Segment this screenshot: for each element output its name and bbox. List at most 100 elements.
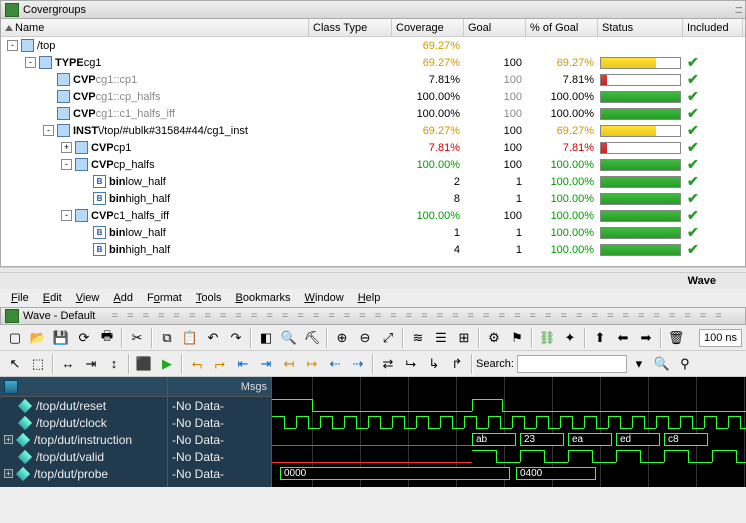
select-icon[interactable]: ⬚ <box>27 353 49 375</box>
menu-bookmarks[interactable]: Bookmarks <box>231 291 296 305</box>
tree-toggle-icon[interactable]: - <box>61 159 72 170</box>
misc2-icon[interactable]: ↳ <box>423 353 445 375</box>
signal-msg: -No Data- <box>168 431 271 448</box>
menu-help[interactable]: Help <box>353 291 386 305</box>
search-dropdown-icon[interactable]: ▾ <box>628 353 650 375</box>
covergroup-row[interactable]: CVP cg1::c1_halfs_iff100.00%100100.00%✔ <box>1 105 745 122</box>
tree-toggle-icon[interactable]: - <box>61 210 72 221</box>
header-box-icon[interactable] <box>4 380 18 394</box>
copy-icon[interactable]: ⧉ <box>156 327 178 349</box>
covergroup-row[interactable]: Bbin low_half21100.00%✔ <box>1 173 745 190</box>
covergroup-row[interactable]: -TYPE cg169.27%10069.27%✔ <box>1 54 745 71</box>
signal-row[interactable]: /top/dut/reset <box>0 397 167 414</box>
back-icon[interactable]: ⬅ <box>612 327 634 349</box>
paste-icon[interactable]: 📋 <box>179 327 201 349</box>
step-fwd-icon[interactable]: ↦ <box>301 353 323 375</box>
misc3-icon[interactable]: ↱ <box>446 353 468 375</box>
pointer-icon[interactable]: ↖ <box>4 353 26 375</box>
new-icon[interactable]: ▢ <box>4 327 26 349</box>
covergroup-row[interactable]: Bbin low_half11100.00%✔ <box>1 224 745 241</box>
signal-expand-icon[interactable]: + <box>4 469 13 478</box>
signal-diamond-icon <box>18 415 32 429</box>
tool2-icon[interactable]: ⚙ <box>483 327 505 349</box>
tool-icon[interactable]: ⛏ <box>301 327 323 349</box>
misc1-icon[interactable]: ⇄ <box>377 353 399 375</box>
zoom-in-icon[interactable]: ⊕ <box>331 327 353 349</box>
tree-toggle-icon[interactable]: - <box>25 57 36 68</box>
menu-file[interactable]: File <box>6 291 34 305</box>
menu-format[interactable]: Format <box>142 291 187 305</box>
stop-icon[interactable]: ⬛ <box>133 353 155 375</box>
signal-diamond-icon <box>16 466 30 480</box>
menu-view[interactable]: View <box>71 291 105 305</box>
covergroup-row[interactable]: Bbin high_half41100.00%✔ <box>1 241 745 258</box>
edge-prev-icon[interactable]: ⮢ <box>186 353 208 375</box>
wave-canvas[interactable]: ab23eaedc800000400 <box>272 377 746 487</box>
grip-icon[interactable]: :::::: <box>735 4 741 16</box>
covergroup-row[interactable]: -/top69.27% <box>1 37 745 54</box>
menu-tools[interactable]: Tools <box>191 291 227 305</box>
go-icon[interactable]: ▶ <box>156 353 178 375</box>
zoom-full-icon[interactable]: ⤢ <box>377 327 399 349</box>
next-edge-icon[interactable]: ⮡ <box>400 353 422 375</box>
open-icon[interactable]: 📂 <box>27 327 49 349</box>
add-icon[interactable]: ◧ <box>255 327 277 349</box>
cursor-icon[interactable]: ✦ <box>559 327 581 349</box>
jump-back-icon[interactable]: ⇠ <box>324 353 346 375</box>
layers-icon[interactable]: ≋ <box>407 327 429 349</box>
covergroup-row[interactable]: -CVP cp_halfs100.00%100100.00%✔ <box>1 156 745 173</box>
jump-fwd-icon[interactable]: ⇢ <box>347 353 369 375</box>
col-header-name[interactable]: Name <box>1 19 309 36</box>
covergroup-row[interactable]: -INST \/top/#ublk#31584#44/cg1_inst69.27… <box>1 122 745 139</box>
menu-add[interactable]: Add <box>108 291 138 305</box>
trash-icon[interactable]: 🗑 <box>665 327 687 349</box>
stack-icon[interactable]: ☰ <box>430 327 452 349</box>
covergroup-row[interactable]: CVP cg1::cp17.81%1007.81%✔ <box>1 71 745 88</box>
save-icon[interactable]: 💾 <box>50 327 72 349</box>
grid-icon[interactable]: ⊞ <box>453 327 475 349</box>
search-opts-icon[interactable]: ⚲ <box>674 353 696 375</box>
search-input[interactable] <box>517 355 627 373</box>
step-back-icon[interactable]: ↤ <box>278 353 300 375</box>
covergroup-row[interactable]: Bbin high_half81100.00%✔ <box>1 190 745 207</box>
col-header-coverage[interactable]: Coverage <box>392 19 464 36</box>
covergroup-row[interactable]: +CVP cp17.81%1007.81%✔ <box>1 139 745 156</box>
find-icon[interactable]: 🔍 <box>278 327 300 349</box>
covergroup-row[interactable]: CVP cg1::cp_halfs100.00%100100.00%✔ <box>1 88 745 105</box>
undo-icon[interactable]: ↶ <box>202 327 224 349</box>
edge-next-icon[interactable]: ⮣ <box>209 353 231 375</box>
signal-row[interactable]: /top/dut/valid <box>0 448 167 465</box>
menu-edit[interactable]: Edit <box>38 291 67 305</box>
col-header-pct[interactable]: % of Goal <box>526 19 598 36</box>
col-header-included[interactable]: Included <box>683 19 743 36</box>
goto-start-icon[interactable]: ⇤ <box>232 353 254 375</box>
redo-icon[interactable]: ↷ <box>225 327 247 349</box>
col-header-class[interactable]: Class Type <box>309 19 392 36</box>
signal-expand-icon[interactable]: + <box>4 435 13 444</box>
menu-window[interactable]: Window <box>300 291 349 305</box>
zoom-out-icon[interactable]: ⊖ <box>354 327 376 349</box>
tree-toggle-icon[interactable]: + <box>61 142 72 153</box>
col-header-status[interactable]: Status <box>598 19 683 36</box>
covergroup-row[interactable]: -CVP c1_halfs_iff100.00%100100.00%✔ <box>1 207 745 224</box>
goto-end-icon[interactable]: ⇥ <box>255 353 277 375</box>
expand-v-icon[interactable]: ↕ <box>103 353 125 375</box>
col-header-goal[interactable]: Goal <box>464 19 526 36</box>
search-go-icon[interactable]: 🔍 <box>651 353 673 375</box>
up-icon[interactable]: ⬆ <box>589 327 611 349</box>
reload-icon[interactable]: ⟳ <box>73 327 95 349</box>
tool3-icon[interactable]: ⚑ <box>506 327 528 349</box>
tree-toggle-icon[interactable]: - <box>7 40 18 51</box>
expand-h-icon[interactable]: ↔ <box>57 353 79 375</box>
cut-icon[interactable]: ✂ <box>126 327 148 349</box>
signal-row[interactable]: /top/dut/clock <box>0 414 167 431</box>
fwd-icon[interactable]: ➡ <box>635 327 657 349</box>
print-icon[interactable]: 🖶 <box>96 327 118 349</box>
tree-toggle-icon[interactable]: - <box>43 125 54 136</box>
signal-row[interactable]: +/top/dut/probe <box>0 465 167 482</box>
signal-row[interactable]: +/top/dut/instruction <box>0 431 167 448</box>
link-icon[interactable]: ⛓ <box>536 327 558 349</box>
collapse-h-icon[interactable]: ⇥ <box>80 353 102 375</box>
bin-icon: B <box>93 175 106 188</box>
wave-grip-icon[interactable]: = = = = = = = = = = = = = = = = = = = = … <box>95 310 741 322</box>
